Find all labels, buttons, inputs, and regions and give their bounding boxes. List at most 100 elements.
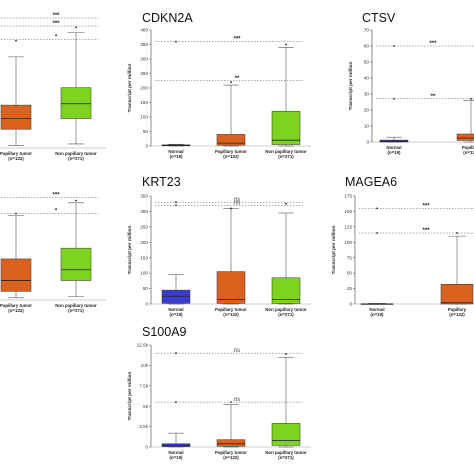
significance-label: **: [235, 76, 240, 82]
x-category-label: Normal: [386, 145, 401, 150]
significance-label: ns: [234, 197, 240, 203]
box-3: [271, 423, 301, 446]
y-tick-label: 150: [140, 100, 148, 105]
significance-label: *: [55, 209, 58, 215]
significance-label: ***: [422, 203, 430, 209]
y-tick-label: 7.5k: [139, 383, 148, 388]
x-category-count: (n=271): [278, 455, 294, 460]
x-category-count: (n=271): [278, 154, 294, 159]
y-axis-label: Transcript per million: [127, 226, 133, 275]
y-tick-label: 2.5k: [139, 424, 148, 429]
x-category-count: (n=19): [169, 312, 183, 317]
box-1: [161, 443, 191, 447]
significance-label: ns: [234, 397, 240, 403]
significance-label: ns: [234, 200, 240, 206]
box-2: [216, 134, 246, 146]
y-tick-label: 350: [140, 194, 148, 199]
significance-label: ns: [234, 348, 240, 354]
chart-p_cdkn2a: CDKN2A 0 50 100 150 200 250 300 350 400 Transcript…: [127, 11, 311, 159]
chart-title: CTSV: [362, 11, 396, 25]
x-category-label: Normal: [168, 149, 183, 154]
y-tick-label: 100: [140, 115, 148, 120]
chart-title: CDKN2A: [142, 11, 193, 25]
y-tick-label: 175: [344, 194, 352, 199]
outlier-point: [470, 97, 472, 100]
box-2: [216, 271, 246, 304]
y-tick-label: 12.5k: [137, 343, 149, 348]
y-tick-label: 0: [145, 445, 148, 450]
x-category-count: (n=19): [169, 455, 183, 460]
y-tick-label: 125: [344, 224, 352, 229]
x-category-count: (n=271): [68, 308, 84, 313]
x-category-label: Normal: [168, 307, 183, 312]
significance-label: ***: [52, 21, 60, 27]
outlier-point: [285, 43, 287, 46]
y-tick-label: 50: [347, 271, 353, 276]
y-tick-label: 25: [347, 286, 353, 291]
significance-label: ***: [52, 192, 60, 198]
y-axis-label: Transcript per million: [331, 226, 337, 275]
outlier-point: [75, 26, 77, 29]
x-category-label: Papillary tumor: [0, 151, 32, 156]
box-2: [60, 87, 92, 119]
significance-label: ***: [429, 41, 437, 47]
x-category-count: (n=132): [223, 312, 239, 317]
x-category-label: Papillary tumor: [215, 307, 247, 312]
significance-label: ***: [233, 37, 241, 43]
chart-title: MAGEA6: [345, 175, 397, 189]
chart-title: KRT23: [142, 175, 181, 189]
x-category-count: (n=19): [370, 312, 384, 317]
x-category-label: Papillary: [462, 145, 474, 150]
y-tick-label: 100: [344, 240, 352, 245]
y-tick-label: 300: [140, 209, 148, 214]
outlier-point: [285, 353, 287, 355]
outlier-point: [230, 207, 232, 210]
x-category-count: (n=132): [8, 308, 24, 313]
y-tick-label: 250: [140, 224, 148, 229]
x-category-label: Papillary tumor: [215, 149, 247, 154]
chart-p_magea6: MAGEA6 0 25 50 75 100 125 150 175 Transcript per …: [331, 175, 474, 317]
y-tick-label: 30: [364, 92, 370, 97]
y-tick-label: 70: [364, 28, 370, 33]
chart-p_krt23: KRT23 0 50 100 150 200 250 300 350 Transcript per…: [127, 175, 311, 317]
y-tick-label: 250: [140, 71, 148, 76]
y-tick-label: 50: [143, 129, 149, 134]
y-tick-label: 50: [364, 60, 370, 65]
chart-p_left_top: Papillary tumor(n=132) Non papillary tumo…: [0, 13, 106, 161]
y-axis-label: Transcript per million: [348, 62, 354, 111]
outlier-point: [75, 199, 77, 202]
x-category-count: (n=132): [223, 154, 239, 159]
x-category-count: (n=132): [223, 455, 239, 460]
y-tick-label: 200: [140, 240, 148, 245]
y-tick-label: 50: [143, 286, 149, 291]
box-3: [271, 110, 301, 145]
x-category-count: (n=132): [449, 312, 465, 317]
x-category-count: (n=271): [68, 156, 84, 161]
outlier-point: [15, 39, 17, 42]
y-tick-label: 10: [364, 124, 370, 129]
significance-label: *: [55, 34, 58, 40]
y-tick-label: 0: [145, 144, 148, 149]
x-category-label: Non papillary tumor: [55, 151, 97, 156]
box-2: [60, 247, 92, 281]
box-1: [0, 258, 32, 292]
x-category-count: (n=19): [169, 154, 183, 159]
x-category-label: Non papillary tumor: [265, 149, 307, 154]
chart-title: S100A9: [142, 325, 187, 339]
x-category-label: Non papillary tumor: [55, 303, 97, 308]
y-tick-label: 75: [347, 255, 353, 260]
outlier-point: [285, 202, 287, 205]
box-1: [161, 289, 191, 304]
box-2: [456, 133, 474, 141]
y-tick-label: 5k: [143, 404, 149, 409]
outlier-point: [456, 232, 458, 234]
y-tick-label: 0: [366, 140, 369, 145]
x-category-label: Papillary: [448, 307, 467, 312]
significance-label: ***: [422, 228, 430, 234]
outlier-point: [230, 81, 232, 84]
box-1: [0, 104, 32, 130]
x-category-label: Non papillary tumor: [265, 450, 307, 455]
y-tick-label: 300: [140, 57, 148, 62]
x-category-count: (n=19): [387, 150, 401, 155]
x-category-label: Non papillary tumor: [265, 307, 307, 312]
